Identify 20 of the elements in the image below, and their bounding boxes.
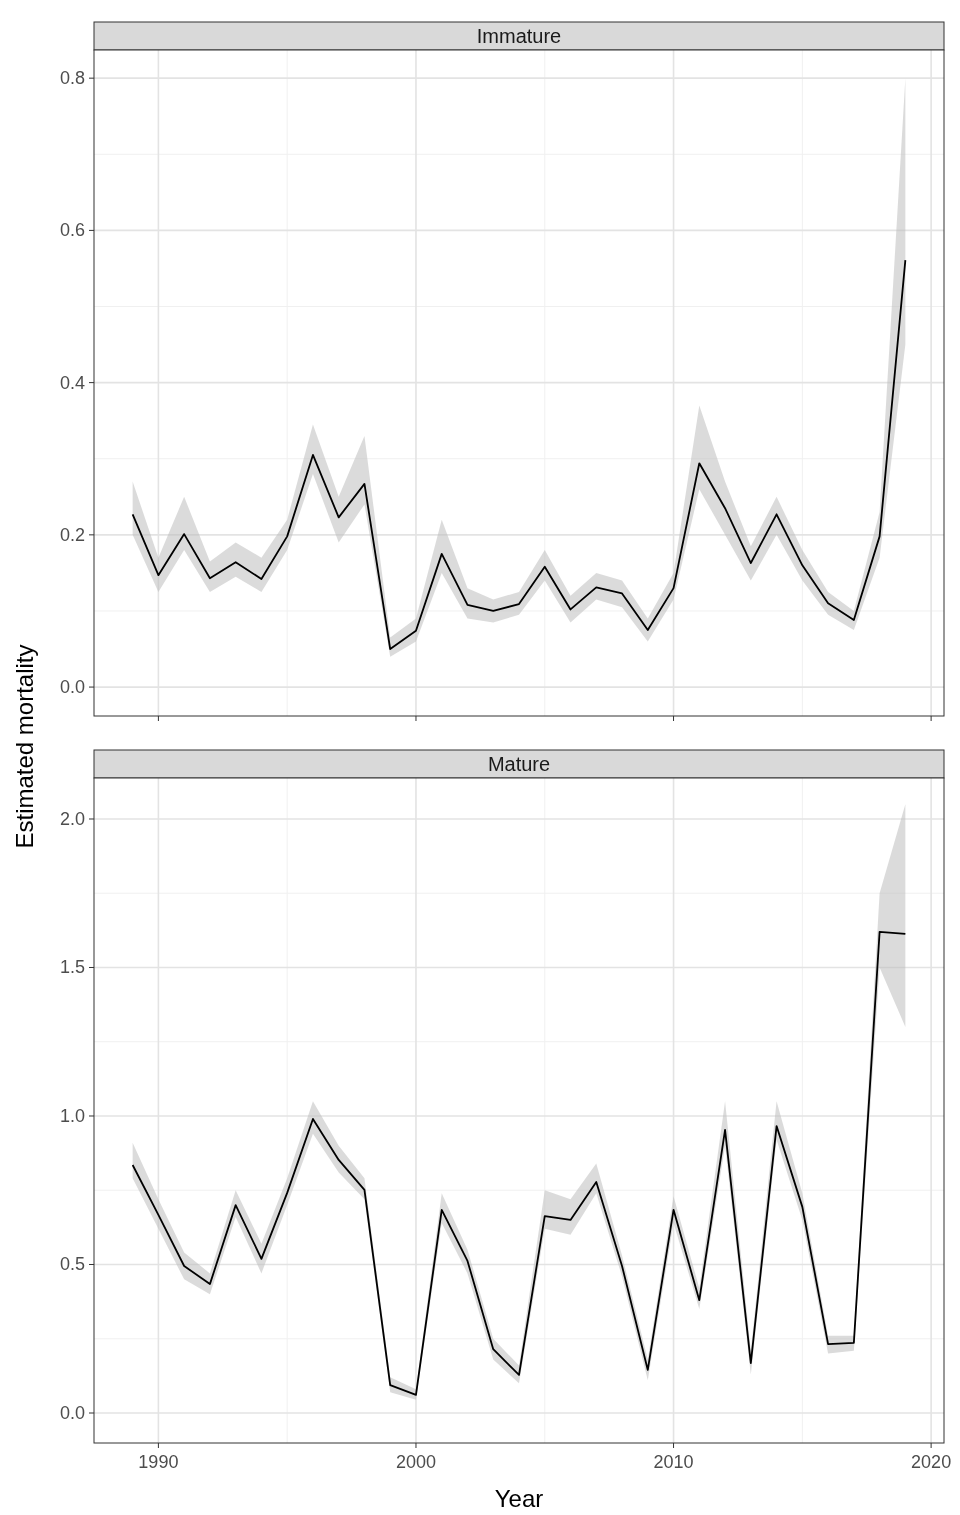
x-axis-title: Year [494,1485,544,1512]
y-tick-label: 0.0 [59,1403,85,1423]
x-tick-label: 1990 [138,1452,179,1472]
x-tick-label: 2020 [911,1452,952,1472]
x-tick-label: 2000 [395,1452,436,1472]
y-tick-label: 1.5 [59,957,85,978]
line-series [131,259,907,650]
y-tick-label: 0.2 [59,524,85,545]
y-tick-label: 0.5 [59,1254,85,1275]
y-tick-label: 2.0 [59,808,85,829]
chart-title: Immature [476,25,562,47]
y-tick-label: 0.0 [59,677,85,698]
x-tick-label: 2010 [653,1452,694,1472]
y-tick-label: 0.8 [59,68,85,89]
chart-title: Mature [487,753,551,775]
line-series [131,930,907,1396]
y-tick-label: 0.4 [59,372,85,393]
y-axis-title: Estimated mortality [11,644,38,849]
y-tick-label: 1.0 [59,1105,85,1126]
y-tick-label: 0.6 [59,220,85,241]
